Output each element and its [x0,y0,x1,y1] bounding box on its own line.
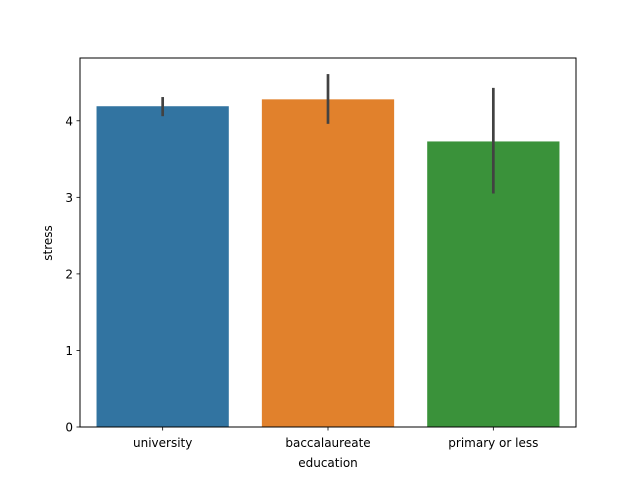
y-axis-ticks: 0 1 2 3 4 [65,114,80,435]
bar-1 [261,99,395,428]
x-tick-label-2: primary or less [448,436,538,450]
y-tick-label-2: 2 [65,267,73,281]
y-tick-label-3: 3 [65,191,73,205]
y-tick-label-1: 1 [65,344,73,358]
bars-layer [96,99,560,428]
error-bars-layer [161,74,495,194]
x-axis-label: education [298,456,358,470]
x-tick-label-1: baccalaureate [285,436,370,450]
x-tick-label-0: university [133,436,192,450]
y-tick-label-4: 4 [65,114,73,128]
bar-0 [96,106,229,428]
y-axis-label: stress [41,225,55,261]
x-axis-ticks: university baccalaureate primary or less [133,427,538,450]
y-tick-label-0: 0 [65,421,73,435]
